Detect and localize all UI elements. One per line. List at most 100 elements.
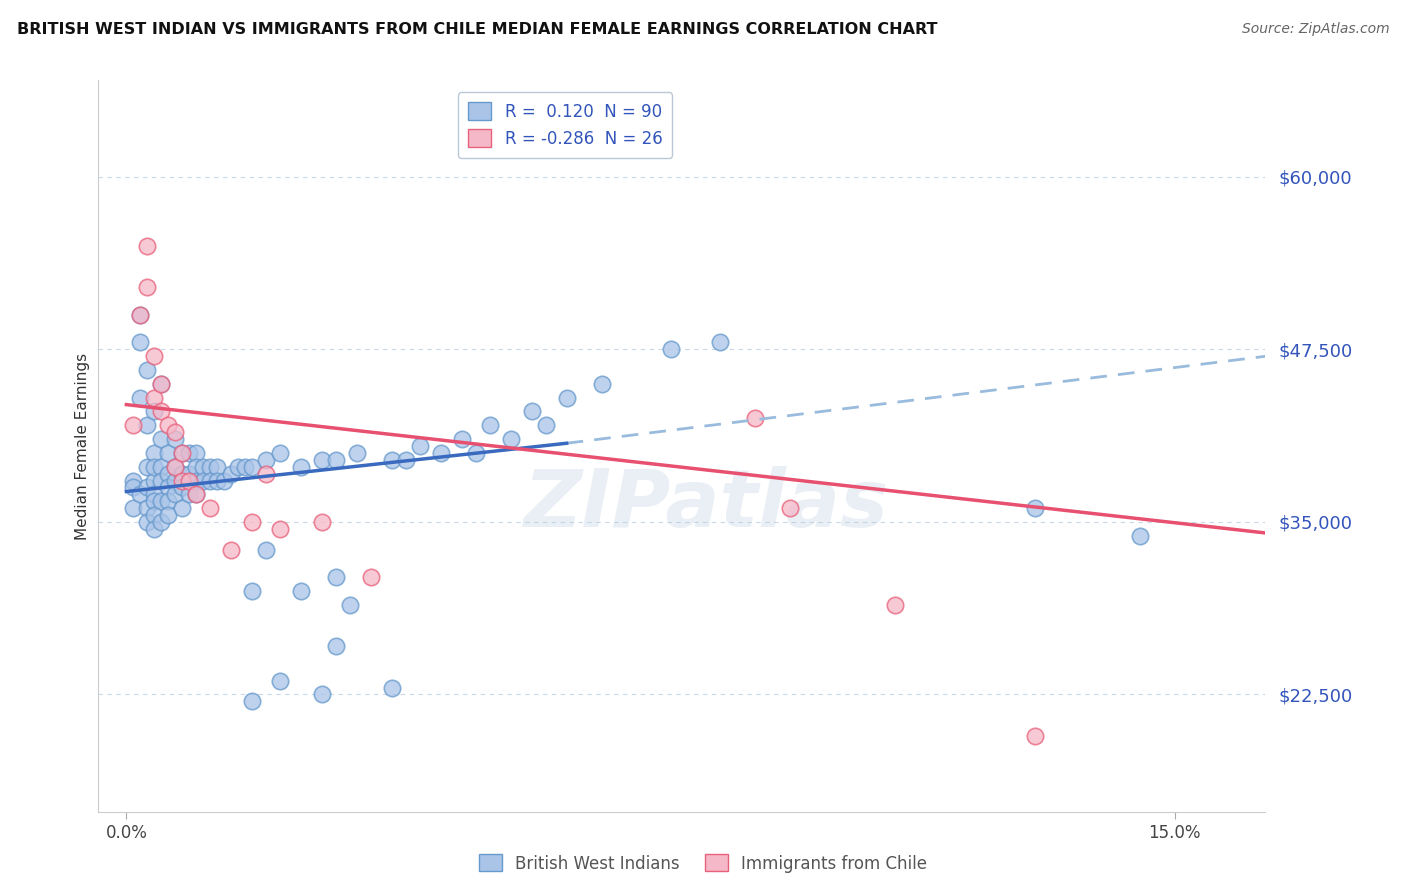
Point	[179, 487, 201, 501]
Point	[325, 639, 347, 653]
Point	[409, 439, 432, 453]
Point	[499, 432, 522, 446]
Point	[122, 474, 145, 488]
Point	[269, 522, 291, 536]
Y-axis label: Median Female Earnings: Median Female Earnings	[75, 352, 90, 540]
Point	[172, 480, 194, 494]
Point	[143, 404, 166, 418]
Point	[200, 501, 222, 516]
Point	[143, 474, 166, 488]
Point	[360, 570, 382, 584]
Point	[186, 487, 208, 501]
Point	[122, 480, 145, 494]
Point	[779, 501, 801, 516]
Point	[150, 432, 173, 446]
Point	[172, 474, 194, 488]
Point	[122, 418, 145, 433]
Point	[186, 474, 208, 488]
Point	[157, 418, 180, 433]
Point	[150, 404, 173, 418]
Point	[157, 467, 180, 481]
Point	[136, 501, 159, 516]
Text: BRITISH WEST INDIAN VS IMMIGRANTS FROM CHILE MEDIAN FEMALE EARNINGS CORRELATION : BRITISH WEST INDIAN VS IMMIGRANTS FROM C…	[17, 22, 938, 37]
Point	[339, 598, 361, 612]
Point	[136, 239, 159, 253]
Text: ZIPatlas: ZIPatlas	[523, 466, 887, 543]
Point	[381, 681, 404, 695]
Point	[143, 494, 166, 508]
Point	[233, 459, 256, 474]
Point	[150, 459, 173, 474]
Point	[157, 508, 180, 522]
Point	[143, 459, 166, 474]
Point	[143, 522, 166, 536]
Point	[157, 446, 180, 460]
Point	[240, 583, 263, 598]
Point	[269, 673, 291, 688]
Point	[591, 376, 613, 391]
Point	[346, 446, 368, 460]
Point	[240, 694, 263, 708]
Point	[1129, 529, 1152, 543]
Point	[744, 411, 766, 425]
Point	[205, 474, 228, 488]
Point	[186, 446, 208, 460]
Point	[395, 452, 418, 467]
Point	[165, 487, 187, 501]
Point	[219, 467, 242, 481]
Point	[311, 687, 333, 701]
Point	[219, 542, 242, 557]
Point	[430, 446, 453, 460]
Point	[186, 459, 208, 474]
Point	[193, 474, 215, 488]
Point	[150, 376, 173, 391]
Point	[165, 459, 187, 474]
Point	[193, 459, 215, 474]
Point	[240, 515, 263, 529]
Point	[254, 467, 277, 481]
Point	[136, 280, 159, 294]
Point	[143, 508, 166, 522]
Point	[709, 335, 731, 350]
Point	[290, 583, 312, 598]
Point	[240, 459, 263, 474]
Point	[325, 452, 347, 467]
Point	[165, 425, 187, 440]
Point	[226, 459, 249, 474]
Point	[172, 467, 194, 481]
Point	[311, 452, 333, 467]
Text: Source: ZipAtlas.com: Source: ZipAtlas.com	[1241, 22, 1389, 37]
Point	[478, 418, 501, 433]
Point	[136, 418, 159, 433]
Point	[269, 446, 291, 460]
Point	[157, 494, 180, 508]
Legend: British West Indians, Immigrants from Chile: British West Indians, Immigrants from Ch…	[472, 847, 934, 880]
Point	[212, 474, 235, 488]
Point	[200, 474, 222, 488]
Point	[143, 487, 166, 501]
Point	[136, 480, 159, 494]
Point	[150, 376, 173, 391]
Point	[179, 446, 201, 460]
Point	[150, 474, 173, 488]
Point	[150, 494, 173, 508]
Point	[150, 515, 173, 529]
Point	[136, 363, 159, 377]
Point	[534, 418, 557, 433]
Point	[464, 446, 486, 460]
Point	[129, 487, 152, 501]
Point	[179, 467, 201, 481]
Point	[450, 432, 472, 446]
Legend: R =  0.120  N = 90, R = -0.286  N = 26: R = 0.120 N = 90, R = -0.286 N = 26	[458, 92, 672, 158]
Point	[661, 343, 683, 357]
Point	[143, 391, 166, 405]
Point	[520, 404, 543, 418]
Point	[325, 570, 347, 584]
Point	[172, 446, 194, 460]
Point	[157, 480, 180, 494]
Point	[205, 459, 228, 474]
Point	[179, 474, 201, 488]
Point	[122, 501, 145, 516]
Point	[254, 452, 277, 467]
Point	[172, 501, 194, 516]
